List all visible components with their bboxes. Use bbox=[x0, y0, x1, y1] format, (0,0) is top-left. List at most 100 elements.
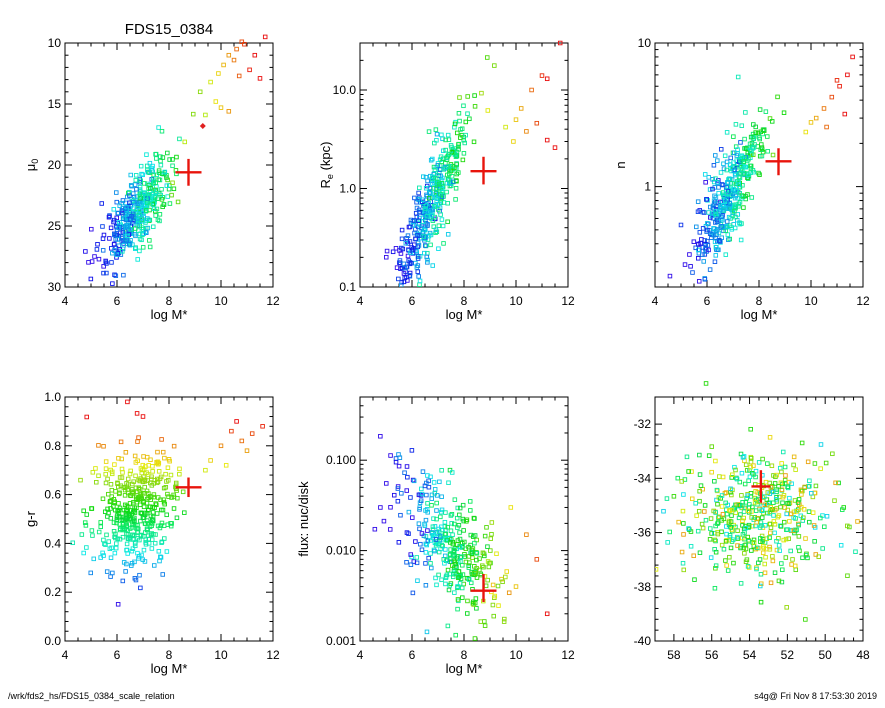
data-point bbox=[104, 270, 109, 276]
data-point bbox=[723, 490, 729, 495]
x-tick-label: 10 bbox=[214, 294, 228, 308]
data-point bbox=[103, 471, 108, 477]
data-point bbox=[151, 206, 157, 212]
data-point bbox=[460, 502, 466, 508]
data-point bbox=[705, 221, 710, 226]
data-point bbox=[434, 500, 439, 506]
data-point bbox=[143, 537, 149, 542]
data-point bbox=[713, 523, 718, 529]
data-point bbox=[708, 516, 714, 521]
data-point bbox=[727, 223, 733, 228]
data-point bbox=[456, 144, 461, 150]
data-point bbox=[746, 172, 751, 178]
data-point bbox=[145, 225, 151, 231]
data-point bbox=[743, 500, 749, 505]
y-tick-label: 15 bbox=[48, 97, 62, 111]
data-point bbox=[83, 249, 88, 254]
data-point bbox=[739, 503, 745, 508]
data-point bbox=[791, 515, 796, 520]
data-point bbox=[93, 466, 98, 471]
data-point bbox=[169, 192, 174, 198]
data-point bbox=[404, 464, 410, 469]
data-point bbox=[453, 154, 459, 159]
data-point bbox=[167, 458, 172, 464]
data-point bbox=[394, 265, 400, 270]
data-point bbox=[443, 137, 448, 143]
data-point bbox=[445, 200, 450, 206]
data-point bbox=[103, 480, 109, 486]
data-point bbox=[776, 543, 782, 548]
data-point bbox=[713, 235, 719, 241]
data-point bbox=[791, 454, 797, 460]
data-point bbox=[770, 558, 776, 564]
data-point bbox=[684, 454, 690, 460]
data-point bbox=[114, 199, 119, 205]
data-point bbox=[457, 95, 462, 100]
data-point bbox=[447, 151, 452, 157]
data-point bbox=[393, 459, 399, 465]
footer-path: /wrk/fds2_hs/FDS15_0384_scale_relation bbox=[8, 691, 175, 701]
data-point bbox=[800, 518, 805, 523]
data-point bbox=[751, 540, 757, 546]
data-point bbox=[794, 509, 800, 514]
data-point bbox=[443, 510, 448, 515]
data-point bbox=[430, 524, 436, 529]
data-point bbox=[104, 261, 109, 266]
data-point bbox=[711, 163, 717, 168]
data-point bbox=[763, 109, 769, 114]
data-point bbox=[124, 484, 129, 490]
data-point bbox=[431, 480, 437, 485]
data-point bbox=[89, 528, 95, 533]
data-point bbox=[431, 186, 437, 191]
x-tick-label: 10 bbox=[509, 648, 523, 662]
data-point bbox=[492, 593, 498, 599]
data-point bbox=[177, 471, 182, 477]
data-point bbox=[445, 164, 450, 170]
data-point bbox=[725, 180, 730, 185]
data-point bbox=[404, 264, 410, 270]
data-point bbox=[112, 248, 117, 253]
data-point bbox=[417, 282, 422, 287]
data-point bbox=[450, 532, 455, 537]
data-point bbox=[676, 519, 681, 525]
data-point bbox=[850, 54, 855, 60]
data-point bbox=[823, 460, 829, 466]
data-point bbox=[431, 516, 436, 521]
data-point bbox=[544, 137, 550, 143]
data-point bbox=[166, 494, 171, 499]
data-point bbox=[164, 512, 169, 518]
data-point bbox=[803, 617, 808, 622]
data-point bbox=[720, 182, 726, 188]
data-point bbox=[471, 139, 477, 145]
data-point bbox=[465, 111, 470, 116]
data-point bbox=[159, 187, 164, 192]
data-point bbox=[772, 522, 778, 527]
data-point bbox=[395, 486, 401, 491]
data-point bbox=[457, 544, 463, 550]
data-point bbox=[714, 487, 720, 493]
data-point bbox=[745, 145, 750, 150]
data-point bbox=[137, 478, 143, 484]
data-point bbox=[733, 510, 738, 516]
data-point bbox=[113, 531, 118, 537]
data-point bbox=[724, 130, 730, 135]
data-point bbox=[439, 507, 445, 513]
data-point bbox=[434, 131, 440, 137]
data-point bbox=[103, 459, 109, 464]
data-point bbox=[445, 172, 450, 178]
data-point bbox=[438, 154, 444, 159]
data-point bbox=[409, 448, 415, 453]
data-point bbox=[480, 563, 485, 568]
data-point bbox=[452, 521, 457, 527]
data-point bbox=[696, 279, 702, 284]
data-point bbox=[544, 76, 550, 82]
data-point bbox=[137, 208, 142, 213]
data-point bbox=[738, 237, 744, 243]
data-point bbox=[703, 243, 708, 248]
data-point bbox=[726, 520, 732, 525]
data-point bbox=[236, 73, 242, 79]
data-point bbox=[127, 241, 132, 247]
data-point bbox=[735, 534, 740, 540]
data-point bbox=[125, 399, 130, 405]
plot-frame bbox=[64, 396, 274, 642]
